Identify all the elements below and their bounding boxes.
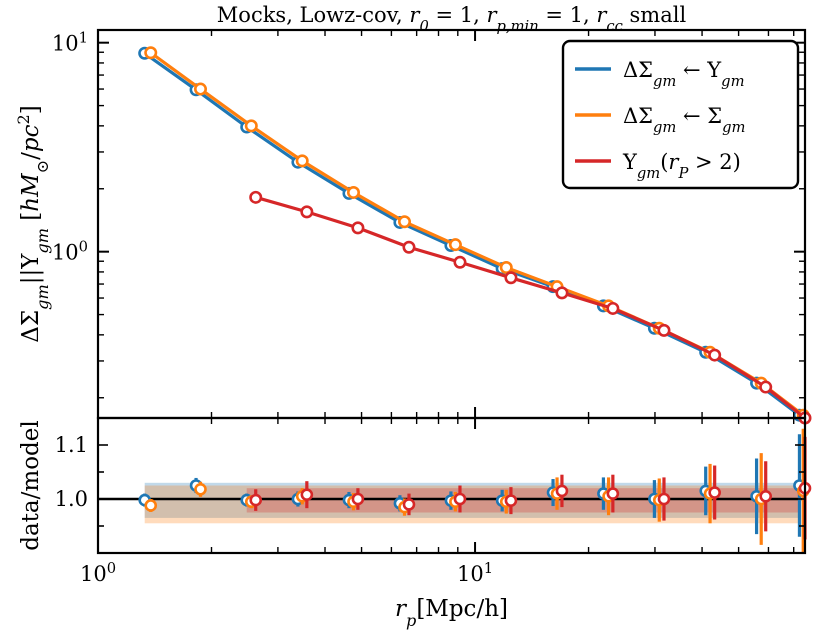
y-tick-label-bottom-0: 1.0 [55, 487, 88, 511]
point-2-4 [453, 255, 467, 269]
x-tick-label-0: 100 [80, 560, 116, 587]
legend-label-1: ΔΣgm ← Σgm [623, 104, 746, 136]
point-2-9 [708, 348, 722, 362]
ratio-point-2-9 [708, 486, 721, 499]
y-tick-label-bottom-1: 1.1 [55, 433, 88, 457]
point-2-0 [249, 190, 263, 204]
ratio-point-2-6 [555, 484, 569, 498]
ratio-point-2-3 [402, 498, 416, 511]
x-axis-title: rp[Mpc/h] [395, 596, 508, 630]
point-2-8 [657, 323, 671, 337]
y-tick-label-top-0: 100 [52, 238, 88, 265]
legend-label-0: ΔΣgm ← Υgm [623, 58, 745, 90]
y-axis-title-bottom: data/model [18, 420, 44, 551]
ratio-point-2-8 [657, 492, 671, 506]
point-1-4 [346, 185, 360, 199]
ratio-point-2-0 [249, 493, 263, 507]
point-1-6 [448, 238, 462, 252]
point-2-2 [351, 221, 365, 235]
point-2-6 [555, 286, 569, 300]
point-1-3 [295, 154, 309, 168]
point-1-2 [244, 119, 258, 133]
point-2-10 [759, 380, 773, 394]
legend-label-2: Υgm(rP > 2) [622, 150, 741, 182]
x-ticks [97, 30, 795, 553]
ratio-point-1-1 [194, 482, 207, 496]
ratio-point-2-5 [504, 494, 518, 507]
point-2-7 [606, 301, 620, 315]
ratio-point-2-10 [759, 489, 773, 503]
ratio-point-1-0 [144, 499, 158, 512]
point-2-3 [402, 240, 416, 254]
ratio-point-2-4 [453, 492, 467, 506]
y-tick-label-top-1: 101 [52, 29, 88, 56]
point-2-1 [300, 205, 314, 219]
ratio-point-2-2 [351, 492, 365, 506]
point-1-5 [398, 215, 412, 229]
x-tick-label-1: 101 [457, 560, 493, 587]
point-1-0 [144, 46, 158, 60]
series-line-2 [255, 195, 806, 420]
legend: ΔΣgm ← Υgm ΔΣgm ← Σgm Υgm(rP > 2) [561, 39, 800, 190]
point-1-7 [499, 260, 513, 274]
ratio-point-2-7 [606, 487, 620, 500]
bottom-axes-frame [96, 416, 807, 555]
point-2-5 [504, 271, 518, 285]
point-1-1 [193, 82, 207, 96]
series-2 [249, 190, 812, 425]
y-axis-title-top: ΔΣgm||Υgm [hM⊙/pc2] [14, 105, 52, 342]
y-ticks-bottom [98, 417, 805, 527]
ratio-point-2-1 [300, 488, 314, 501]
